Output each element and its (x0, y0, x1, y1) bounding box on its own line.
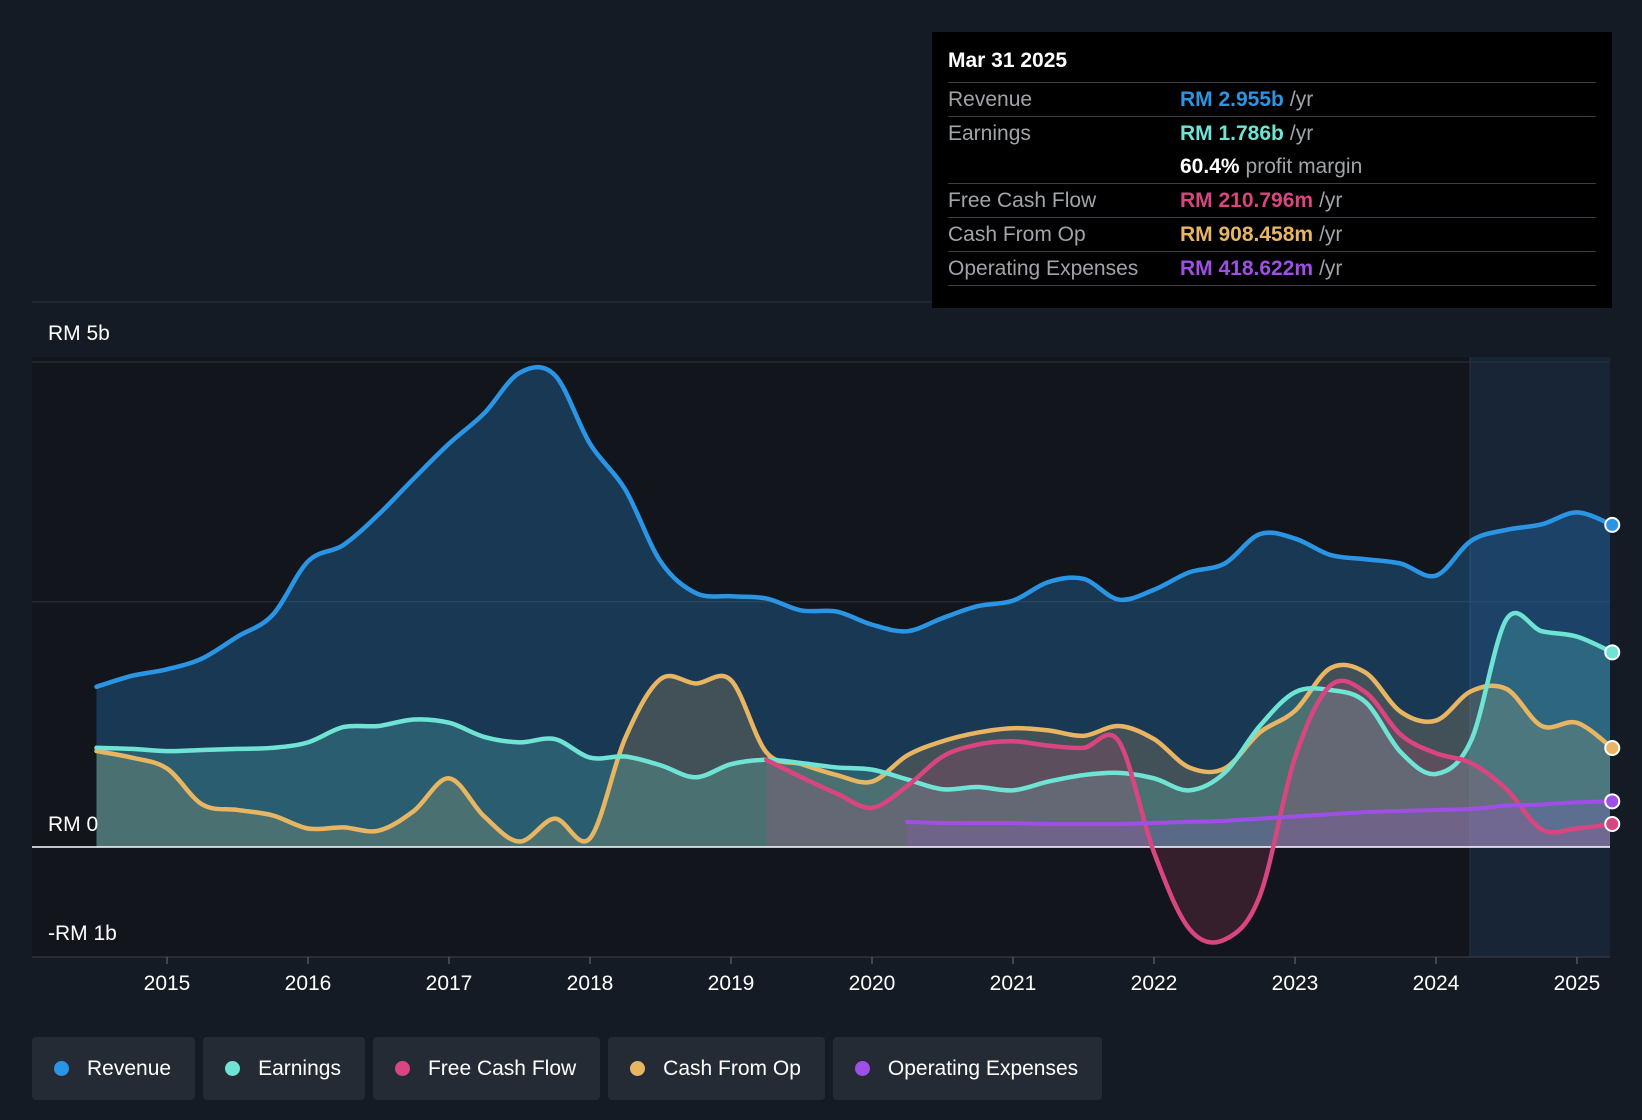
tooltip-row-opex: Operating Expenses RM 418.622m /yr (948, 251, 1596, 286)
endpoint-earnings (1604, 644, 1621, 661)
legend-dot-icon (54, 1061, 69, 1076)
chart-legend: Revenue Earnings Free Cash Flow Cash Fro… (32, 1037, 1103, 1100)
tooltip-unit: /yr (1319, 188, 1343, 212)
tooltip-value: 60.4% (1180, 154, 1240, 178)
tooltip-value: RM 2.955b (1180, 87, 1284, 111)
x-tick-label: 2015 (144, 972, 191, 995)
y-label-top: RM 5b (48, 322, 110, 345)
legend-item-free-cash-flow[interactable]: Free Cash Flow (372, 1037, 601, 1100)
tooltip-row-earnings: Earnings RM 1.786b /yr (948, 116, 1596, 150)
x-tick-label: 2024 (1413, 972, 1460, 995)
legend-dot-icon (394, 1061, 410, 1076)
tooltip-row-margin: 60.4% profit margin (948, 150, 1596, 183)
tooltip-value: RM 908.458m (1180, 222, 1314, 246)
past-region-shade (32, 357, 1470, 957)
tooltip-label: Free Cash Flow (948, 188, 1097, 212)
data-tooltip: Mar 31 2025 Revenue RM 2.955b /yr Earnin… (932, 32, 1612, 308)
legend-item-revenue[interactable]: Revenue (32, 1037, 196, 1100)
area-revenue (96, 367, 1610, 847)
tooltip-label: Operating Expenses (948, 256, 1139, 280)
x-tick-label: 2017 (426, 972, 473, 995)
tooltip-label: Cash From Op (948, 222, 1086, 246)
tooltip-date: Mar 31 2025 (948, 49, 1068, 72)
area-opex (907, 801, 1610, 847)
x-tick-label: 2023 (1272, 972, 1319, 995)
legend-dot-icon (854, 1061, 870, 1076)
x-tick-label: 2020 (849, 972, 896, 995)
line-opex (905, 799, 1610, 827)
series-endpoints (1604, 516, 1621, 833)
legend-item-operating-expenses[interactable]: Operating Expenses (832, 1037, 1103, 1100)
line-cfo (94, 662, 1610, 844)
legend-label: Earnings (258, 1056, 341, 1080)
legend-label: Operating Expenses (887, 1056, 1079, 1080)
tooltip-row-revenue: Revenue RM 2.955b /yr (948, 82, 1596, 116)
y-label-zero: RM 0 (48, 813, 98, 836)
area-cfo (96, 664, 1610, 847)
tooltip-label: Earnings (948, 121, 1031, 145)
y-label-bottom: -RM 1b (48, 922, 117, 945)
tooltip-value: RM 418.622m (1180, 256, 1314, 280)
x-tick-label: 2022 (1131, 972, 1178, 995)
x-axis-ticks: 2015 2016 2017 2018 2019 2020 2021 2022 2023 2024… (144, 957, 1601, 995)
x-tick-label: 2016 (285, 972, 332, 995)
tooltip-value: RM 1.786b (1180, 121, 1284, 145)
endpoint-cfo (1604, 740, 1621, 757)
tooltip-label: Revenue (948, 87, 1033, 111)
line-revenue (94, 364, 1610, 690)
legend-item-cash-from-op[interactable]: Cash From Op (608, 1037, 825, 1100)
x-tick-label: 2018 (567, 972, 614, 995)
legend-dot-icon (630, 1061, 646, 1076)
tooltip-unit: /yr (1319, 256, 1343, 280)
tooltip-row-fcf: Free Cash Flow RM 210.796m /yr (948, 183, 1596, 217)
legend-dot-icon (225, 1061, 241, 1076)
x-tick-label: 2019 (708, 972, 755, 995)
legend-item-earnings[interactable]: Earnings (203, 1037, 365, 1100)
legend-label: Free Cash Flow (427, 1056, 577, 1080)
x-tick-label: 2025 (1554, 972, 1601, 995)
legend-label: Cash From Op (663, 1056, 801, 1080)
tooltip-row-cfo: Cash From Op RM 908.458m /yr (948, 217, 1596, 251)
legend-label: Revenue (87, 1056, 172, 1080)
tooltip-unit: /yr (1289, 121, 1314, 145)
endpoint-fcf (1604, 816, 1621, 833)
tooltip-unit: /yr (1319, 222, 1343, 246)
x-tick-label: 2021 (990, 972, 1037, 995)
series-lines (32, 364, 1610, 945)
tooltip-unit: /yr (1289, 87, 1314, 111)
endpoint-revenue (1604, 516, 1621, 533)
tooltip-value: RM 210.796m (1180, 188, 1314, 212)
line-earnings (94, 610, 1610, 793)
line-fcf (764, 678, 1610, 945)
area-earnings (96, 612, 1610, 847)
tooltip-unit: profit margin (1245, 154, 1363, 178)
endpoint-opex (1604, 793, 1621, 810)
